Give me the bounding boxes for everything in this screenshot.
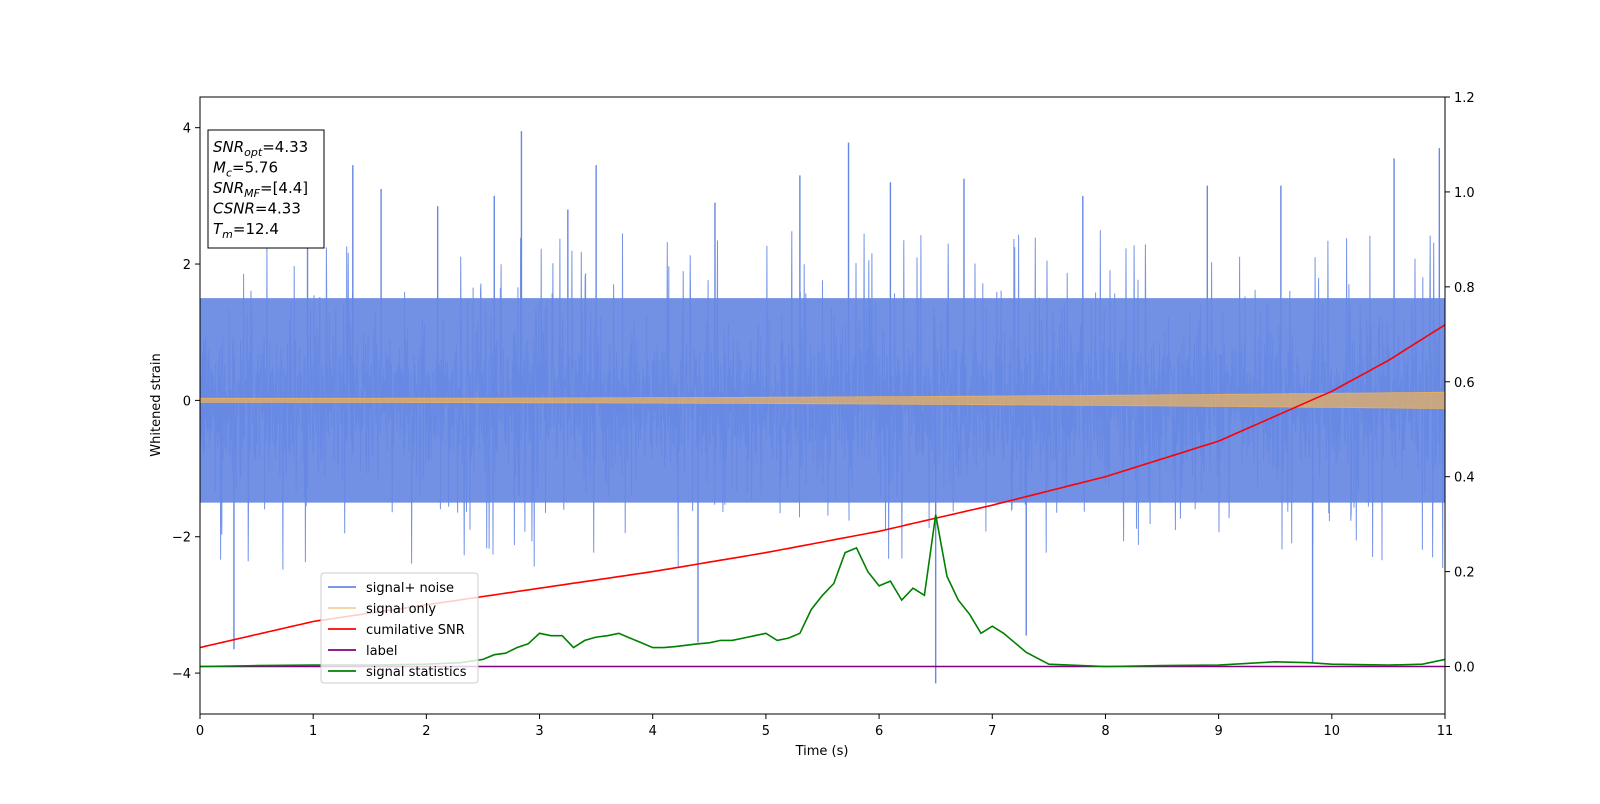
legend-label: signal only [366, 602, 436, 617]
y2-axis-ticks: 0.0 0.2 0.4 0.6 0.8 1.0 1.2 [1445, 91, 1475, 676]
x-tick-label: 11 [1437, 724, 1454, 739]
annotation-line: Mc=5.76 [213, 159, 278, 180]
legend: signal+ noise signal only cumilative SNR la… [320, 572, 479, 684]
y2-tick-label: 0.8 [1454, 281, 1475, 296]
y2-tick-label: 0.6 [1454, 376, 1475, 391]
legend-label: signal statistics [366, 665, 467, 680]
annotation-line: SNRMF=[4.4] [213, 179, 308, 200]
x-tick-label: 4 [649, 724, 657, 739]
x-tick-label: 6 [875, 724, 883, 739]
x-tick-label: 3 [535, 724, 543, 739]
plot-frame [199, 96, 1446, 715]
x-tick-label: 0 [196, 724, 204, 739]
legend-label: signal+ noise [366, 581, 454, 596]
legend-label: label [366, 644, 397, 659]
y-tick-label: 0 [183, 394, 191, 409]
series-signal-statistics-line [200, 514, 1445, 668]
y-axis-ticks: −4 −2 0 2 4 [172, 122, 200, 682]
annotation-line: CSNR=4.33 [213, 200, 301, 218]
y2-tick-label: 0.4 [1454, 471, 1475, 486]
x-axis-ticks: 0 1 2 3 4 5 6 7 8 9 10 11 [196, 714, 1453, 739]
x-tick-label: 5 [762, 724, 770, 739]
legend-label: cumilative SNR [366, 623, 465, 638]
y2-tick-label: 0.0 [1454, 661, 1475, 676]
x-axis-label: Time (s) [795, 744, 849, 759]
annotation-line: SNRopt=4.33 [213, 138, 308, 159]
y2-tick-label: 1.0 [1454, 186, 1475, 201]
y-tick-label: 4 [183, 122, 191, 137]
signal-only-layer [200, 391, 1445, 410]
y2-tick-label: 0.2 [1454, 566, 1475, 581]
x-tick-label: 8 [1101, 724, 1109, 739]
x-tick-label: 2 [422, 724, 430, 739]
y-axis-label: Whitened strain [149, 353, 164, 456]
y-tick-label: −2 [172, 531, 191, 546]
annotation-line: Tm=12.4 [213, 220, 279, 241]
y-tick-label: 2 [183, 258, 191, 273]
y2-tick-label: 1.2 [1454, 91, 1475, 106]
x-tick-label: 10 [1324, 724, 1341, 739]
x-tick-label: 7 [988, 724, 996, 739]
annotation-frame [207, 129, 325, 249]
legend-frame [320, 572, 479, 684]
x-tick-label: 9 [1214, 724, 1222, 739]
x-tick-label: 1 [309, 724, 317, 739]
series-signal-only-band [200, 391, 1445, 410]
y-tick-label: −4 [172, 667, 191, 682]
